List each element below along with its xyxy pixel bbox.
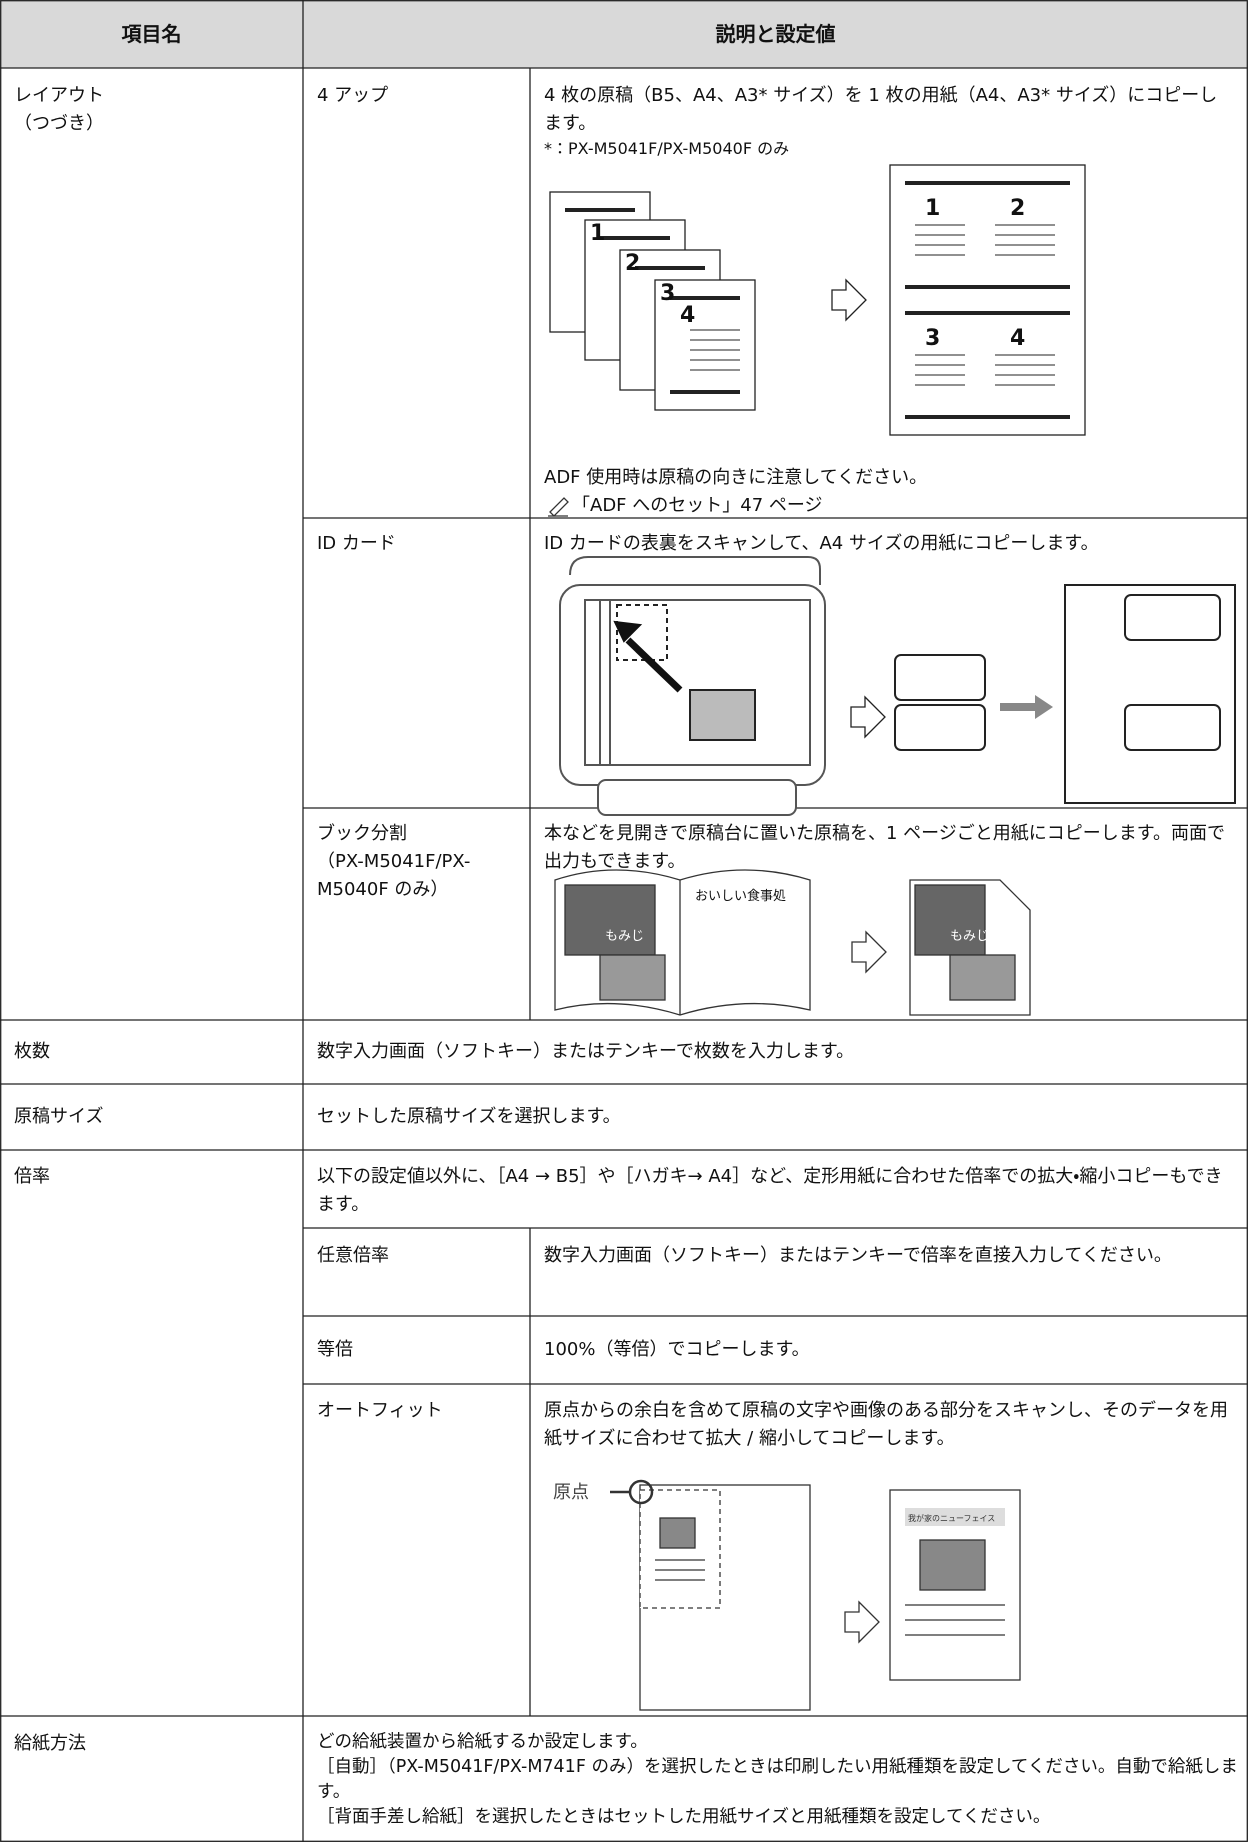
- page-number: 4: [1010, 326, 1025, 351]
- line: 4 枚の原稿（B5、A4、A3* サイズ）を 1 枚の用紙（A4、A3* サイズ…: [544, 85, 1218, 134]
- item-name: 原稿サイズ: [14, 1106, 104, 1127]
- link-text: 「ADF へのセット」47 ページ: [572, 495, 823, 516]
- cell-text: 数字入力画面（ソフトキー）またはテンキーで倍率を直接入力してください。: [544, 1245, 1172, 1266]
- four-up-figure: [549, 164, 1086, 436]
- figure-text: 我が家のニューフェイス: [908, 1513, 995, 1523]
- sub-item: 等倍: [317, 1339, 353, 1360]
- book-labels: おいしい食事処 もみじ もみじ: [605, 889, 989, 944]
- item-name: 給紙方法: [14, 1733, 86, 1754]
- page-number: 3: [660, 281, 675, 306]
- page-number: 2: [1010, 196, 1025, 221]
- page-number: 1: [925, 196, 940, 221]
- cell-text: 数字入力画面（ソフトキー）またはテンキーで枚数を入力します。: [317, 1041, 855, 1062]
- cell-text: セットした原稿サイズを選択します。: [317, 1106, 621, 1127]
- cell-text: 本などを見開きで原稿台に置いた原稿を、1 ページごと用紙にコピーします。両面で出…: [544, 823, 1226, 872]
- cell-text: 100%（等倍）でコピーします。: [544, 1339, 810, 1360]
- line: M5040F のみ）: [317, 879, 449, 900]
- line: レイアウト: [14, 85, 104, 106]
- cell-text: ID カードの表裏をスキャンして、A4 サイズの用紙にコピーします。: [544, 533, 1099, 554]
- header-cell: 項目名: [121, 22, 182, 46]
- cell-text: ADF 使用時は原稿の向きに注意してください。: [544, 467, 928, 488]
- sub-item: ブック分割 （PX-M5041F/PX- M5040F のみ）: [317, 820, 470, 904]
- line: どの給紙装置から給紙するか設定します。: [317, 1732, 648, 1752]
- header-cell: 説明と設定値: [715, 22, 836, 46]
- page-number: 4: [680, 303, 695, 328]
- reference-icon: [548, 497, 569, 517]
- header-bg: [0, 0, 1248, 68]
- line: ［背面手差し給紙］を選択したときはセットした用紙サイズと用紙種類を設定してくださ…: [317, 1807, 1051, 1827]
- sub-item: オートフィット: [317, 1400, 443, 1421]
- page-number: 3: [925, 326, 940, 351]
- cell-text: 原点からの余白を含めて原稿の文字や画像のある部分をスキャンし、そのデータを用紙サ…: [544, 1400, 1228, 1449]
- four-up-labels: 1 2 3 4 1 2 3 4: [590, 196, 1025, 351]
- line: （つづき）: [14, 113, 104, 134]
- line: ブック分割: [317, 823, 407, 844]
- line: （PX-M5041F/PX-: [317, 851, 471, 872]
- item-name: 倍率: [14, 1166, 50, 1187]
- book-figure: [554, 869, 1031, 1016]
- line: ［自動］（PX-M5041F/PX-M741F のみ）を選択したときは印刷したい…: [317, 1757, 1238, 1802]
- page-number: 1: [590, 221, 605, 246]
- cell-text: どの給紙装置から給紙するか設定します。 ［自動］（PX-M5041F/PX-M74…: [317, 1730, 1242, 1830]
- figure-text: もみじ: [950, 929, 989, 944]
- line: *：PX-M5041F/PX-M5040F のみ: [544, 139, 790, 158]
- item-name: レイアウト （つづき）: [14, 82, 104, 138]
- id-card-figure: [559, 556, 1236, 816]
- item-name: 枚数: [14, 1041, 50, 1062]
- page-number: 2: [625, 251, 640, 276]
- auto-fit-figure: [610, 1479, 1021, 1711]
- figure-text: もみじ: [605, 929, 644, 944]
- sub-item: 任意倍率: [317, 1245, 389, 1266]
- cell-text: 以下の設定値以外に、［A4 → B5］や［ハガキ→ A4］など、定形用紙に合わせ…: [317, 1166, 1223, 1215]
- sub-item: ID カード: [317, 533, 396, 554]
- cell-text: 4 枚の原稿（B5、A4、A3* サイズ）を 1 枚の用紙（A4、A3* サイズ…: [544, 82, 1234, 160]
- figure-text: おいしい食事処: [695, 889, 786, 904]
- figure-text: 原点: [553, 1482, 589, 1503]
- sub-item: 4 アップ: [317, 85, 389, 106]
